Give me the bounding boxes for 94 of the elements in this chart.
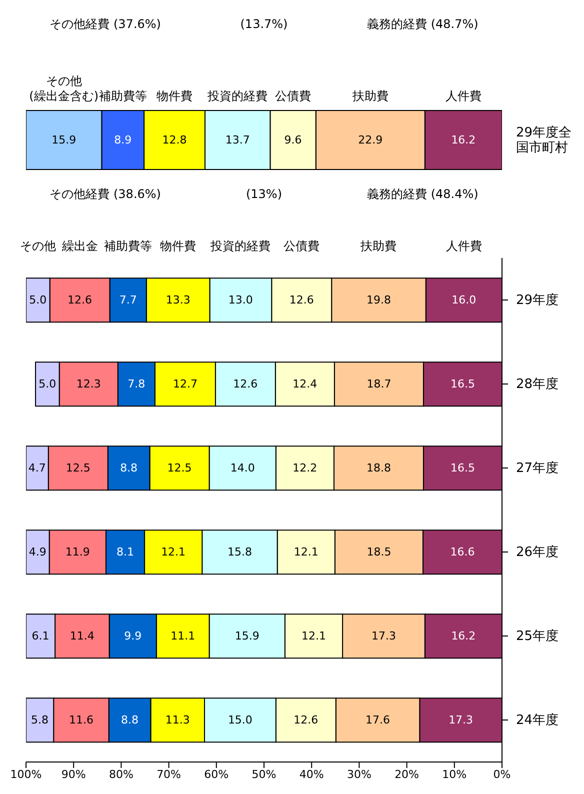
data-label: 12.1 bbox=[294, 546, 318, 559]
data-label: 6.1 bbox=[32, 630, 50, 643]
x-tick-label: 100% bbox=[10, 768, 42, 781]
data-label: 5.0 bbox=[38, 378, 56, 391]
data-label: 8.8 bbox=[120, 462, 138, 475]
y-tick-label: 27年度 bbox=[516, 460, 559, 476]
series-label: 扶助費 bbox=[351, 89, 388, 103]
data-label: 15.8 bbox=[227, 546, 252, 559]
data-label: 7.8 bbox=[128, 378, 146, 391]
data-label: 5.0 bbox=[29, 294, 47, 307]
text: 義務的経費 (48.7%) bbox=[367, 17, 478, 31]
x-tick-label: 10% bbox=[442, 768, 467, 781]
data-label: 11.3 bbox=[165, 714, 190, 727]
data-label: 18.8 bbox=[366, 462, 391, 475]
data-label: 12.3 bbox=[76, 378, 101, 391]
x-tick-label: 80% bbox=[108, 768, 134, 781]
data-label: 12.1 bbox=[161, 546, 186, 559]
text: (13.7%) bbox=[240, 17, 288, 31]
data-label: 4.7 bbox=[28, 462, 46, 475]
data-label: 12.8 bbox=[162, 134, 187, 147]
x-tick-label: 70% bbox=[156, 768, 182, 781]
data-label: 15.0 bbox=[228, 714, 252, 727]
data-label: 13.3 bbox=[166, 294, 190, 307]
data-label: 19.8 bbox=[366, 294, 391, 307]
data-label: 16.2 bbox=[451, 134, 476, 147]
data-label: 16.6 bbox=[450, 546, 475, 559]
data-label: 4.9 bbox=[28, 546, 46, 559]
data-label: 16.0 bbox=[452, 294, 476, 307]
data-label: 12.5 bbox=[167, 462, 192, 475]
data-label: 12.6 bbox=[233, 378, 258, 391]
data-label: 17.6 bbox=[366, 714, 390, 727]
data-label: 7.7 bbox=[119, 294, 137, 307]
data-label: 16.5 bbox=[450, 462, 475, 475]
data-label: 12.1 bbox=[301, 630, 326, 643]
text: 扶助費 bbox=[360, 239, 397, 253]
data-label: 9.9 bbox=[124, 630, 142, 643]
y-tick-label: 26年度 bbox=[516, 544, 559, 560]
data-label: 18.7 bbox=[366, 378, 392, 391]
data-label: 12.2 bbox=[292, 462, 318, 475]
data-label: 11.1 bbox=[170, 630, 196, 643]
data-label: 13.7 bbox=[225, 134, 250, 147]
y-tick-label: 29年度 bbox=[516, 292, 559, 308]
data-label: 11.4 bbox=[70, 630, 94, 643]
series-label: 人件費 bbox=[445, 89, 482, 103]
y-tick-label: 28年度 bbox=[516, 376, 559, 392]
text: 投資的経費 bbox=[210, 239, 271, 253]
data-label: 12.6 bbox=[294, 714, 318, 727]
text: 人件費 bbox=[446, 239, 482, 253]
x-tick-label: 20% bbox=[394, 768, 420, 781]
series-label: 補助費等 bbox=[98, 89, 147, 103]
text: 公債費 bbox=[284, 239, 320, 253]
data-label: 18.5 bbox=[366, 546, 392, 559]
data-label: 15.9 bbox=[52, 134, 76, 147]
text: (13%) bbox=[246, 187, 282, 201]
data-label: 14.0 bbox=[230, 462, 255, 475]
data-label: 5.8 bbox=[31, 714, 49, 727]
x-tick-label: 90% bbox=[61, 768, 86, 781]
data-label: 12.6 bbox=[289, 294, 314, 307]
text: その他経費 (37.6%) bbox=[50, 17, 161, 31]
data-label: 22.9 bbox=[358, 134, 383, 147]
series-label: 物件費 bbox=[156, 89, 193, 103]
data-label: 15.9 bbox=[234, 630, 260, 643]
x-tick-label: 40% bbox=[299, 768, 324, 781]
text: 義務的経費 (48.4%) bbox=[367, 187, 478, 201]
data-label: 12.4 bbox=[292, 378, 318, 391]
data-label: 12.6 bbox=[68, 294, 92, 307]
text: その他 bbox=[20, 239, 56, 253]
y-tick-label: 29年度全国市町村 bbox=[516, 124, 572, 155]
data-label: 12.5 bbox=[66, 462, 90, 475]
data-label: 9.6 bbox=[284, 134, 302, 147]
data-label: 11.6 bbox=[68, 714, 94, 727]
series-label: 投資的経費 bbox=[206, 89, 268, 103]
text: 繰出金 bbox=[60, 239, 98, 253]
series-label: 公債費 bbox=[275, 89, 312, 103]
x-tick-label: 50% bbox=[252, 768, 276, 781]
x-tick-label: 60% bbox=[204, 768, 229, 781]
data-label: 16.2 bbox=[451, 630, 476, 643]
x-tick-label: 0% bbox=[493, 768, 511, 781]
text: その他経費 (38.6%) bbox=[50, 187, 161, 201]
x-tick-label: 30% bbox=[346, 768, 372, 781]
data-label: 17.3 bbox=[448, 714, 474, 727]
series-label: その他 (繰出金含む) bbox=[29, 74, 99, 103]
text: 物件費 bbox=[160, 239, 196, 253]
data-label: 16.5 bbox=[450, 378, 475, 391]
data-label: 12.7 bbox=[172, 378, 198, 391]
text: 補助費等 bbox=[104, 239, 152, 253]
data-label: 17.3 bbox=[371, 630, 396, 643]
data-label: 13.0 bbox=[228, 294, 253, 307]
data-label: 8.9 bbox=[114, 134, 132, 147]
data-label: 8.1 bbox=[116, 546, 134, 559]
data-label: 8.8 bbox=[121, 714, 139, 727]
y-tick-label: 25年度 bbox=[516, 628, 559, 644]
y-tick-label: 24年度 bbox=[516, 712, 559, 728]
data-label: 11.9 bbox=[65, 546, 90, 559]
